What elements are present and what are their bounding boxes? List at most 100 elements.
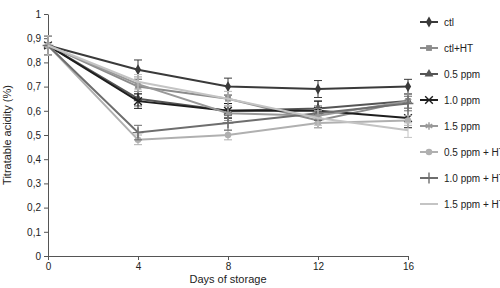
error-cap bbox=[314, 101, 322, 102]
y-axis-line bbox=[48, 15, 49, 257]
y-tick: 0 bbox=[35, 251, 48, 262]
error-cap bbox=[314, 127, 322, 128]
y-tick: 0,8 bbox=[27, 57, 48, 68]
y-tick: 0,1 bbox=[27, 227, 48, 238]
y-tick-label: 1 bbox=[35, 9, 41, 20]
error-cap bbox=[44, 55, 52, 56]
error-cap bbox=[44, 35, 52, 36]
legend-item: ctl bbox=[420, 17, 454, 28]
legend-label: 0.5 ppm bbox=[444, 69, 480, 80]
error-bar bbox=[314, 81, 322, 98]
x-tick-label: 12 bbox=[313, 261, 325, 272]
error-cap bbox=[404, 93, 412, 94]
error-cap bbox=[314, 105, 322, 106]
legend-marker bbox=[425, 69, 434, 77]
marks bbox=[43, 36, 414, 145]
error-cap bbox=[44, 35, 52, 36]
error-cap bbox=[44, 35, 52, 36]
legend-marker bbox=[426, 45, 432, 51]
y-tick-label: 0,2 bbox=[27, 202, 41, 213]
y-tick: 0,7 bbox=[27, 81, 48, 92]
error-cap bbox=[44, 35, 52, 36]
error-cap bbox=[314, 110, 322, 111]
error-cap bbox=[404, 115, 412, 116]
error-cap bbox=[44, 55, 52, 56]
error-cap bbox=[134, 108, 142, 109]
error-cap bbox=[134, 93, 142, 94]
x-tick: 0 bbox=[46, 256, 52, 272]
error-cap bbox=[44, 55, 52, 56]
error-cap bbox=[134, 144, 142, 145]
error-cap bbox=[134, 74, 142, 75]
y-tick-mark bbox=[44, 159, 48, 160]
error-cap bbox=[134, 125, 142, 126]
error-cap bbox=[134, 93, 142, 94]
marker bbox=[135, 64, 141, 75]
error-cap bbox=[224, 139, 232, 140]
x-tick-mark bbox=[138, 256, 139, 260]
y-tick: 0,5 bbox=[27, 130, 48, 141]
y-tick-label: 0,6 bbox=[27, 106, 41, 117]
error-bar bbox=[224, 104, 232, 119]
y-tick-mark bbox=[44, 111, 48, 112]
y-tick-label: 0 bbox=[35, 251, 41, 262]
error-cap bbox=[314, 125, 322, 126]
legend-item: ctl+HT bbox=[420, 43, 473, 54]
y-axis-title: Titratable acidity (%) bbox=[1, 85, 13, 185]
error-cap bbox=[44, 55, 52, 56]
y-tick-label: 0,9 bbox=[27, 33, 41, 44]
error-cap bbox=[224, 130, 232, 131]
series bbox=[44, 36, 412, 138]
x-axis-title: Days of storage bbox=[189, 273, 266, 285]
error-cap bbox=[134, 89, 142, 90]
error-cap bbox=[44, 55, 52, 56]
x-tick-mark bbox=[408, 256, 409, 260]
marker bbox=[403, 98, 414, 109]
error-cap bbox=[224, 105, 232, 106]
error-cap bbox=[224, 78, 232, 79]
error-cap bbox=[404, 137, 412, 138]
error-cap bbox=[224, 115, 232, 116]
error-cap bbox=[224, 105, 232, 106]
y-tick-mark bbox=[44, 38, 48, 39]
series-line bbox=[48, 45, 408, 130]
series-line bbox=[48, 45, 408, 132]
marker bbox=[405, 81, 411, 92]
legend-item: 1.5 ppm + HT bbox=[420, 199, 500, 210]
legend-item: 1.0 ppm + HT bbox=[420, 173, 500, 184]
x-tick-mark bbox=[228, 256, 229, 260]
error-cap bbox=[314, 80, 322, 81]
series-line bbox=[48, 45, 408, 115]
error-cap bbox=[44, 35, 52, 36]
legend-marker bbox=[426, 17, 432, 28]
legend-label: 1.0 ppm bbox=[444, 95, 480, 106]
error-cap bbox=[44, 55, 52, 56]
error-cap bbox=[44, 35, 52, 36]
legend-label: 1.0 ppm + HT bbox=[444, 173, 500, 184]
error-cap bbox=[314, 97, 322, 98]
legend-label: 1.5 ppm bbox=[444, 121, 480, 132]
y-tick: 0,4 bbox=[27, 154, 48, 165]
series-line bbox=[48, 45, 408, 139]
y-tick-mark bbox=[44, 183, 48, 184]
legend-item: 0.5 ppm bbox=[420, 69, 480, 80]
series bbox=[43, 36, 414, 140]
legend-item: 0.5 ppm + HT bbox=[420, 147, 500, 158]
y-tick-label: 0,8 bbox=[27, 57, 41, 68]
legend-label: 0.5 ppm + HT bbox=[444, 147, 500, 158]
legend-label: ctl+HT bbox=[444, 43, 473, 54]
x-tick-label: 16 bbox=[403, 261, 415, 272]
error-bar bbox=[224, 104, 232, 119]
legend-label: 1.5 ppm + HT bbox=[444, 199, 500, 210]
error-cap bbox=[404, 93, 412, 94]
legend-swatch bbox=[420, 203, 438, 205]
error-cap bbox=[314, 101, 322, 102]
x-tick-label: 4 bbox=[136, 261, 142, 272]
y-tick: 0,6 bbox=[27, 106, 48, 117]
x-tick: 8 bbox=[226, 256, 232, 272]
x-axis: 0 4 8 12 16 bbox=[46, 256, 415, 272]
legend-marker bbox=[426, 122, 433, 130]
error-cap bbox=[404, 96, 412, 97]
y-tick-mark bbox=[44, 208, 48, 209]
error-cap bbox=[404, 93, 412, 94]
